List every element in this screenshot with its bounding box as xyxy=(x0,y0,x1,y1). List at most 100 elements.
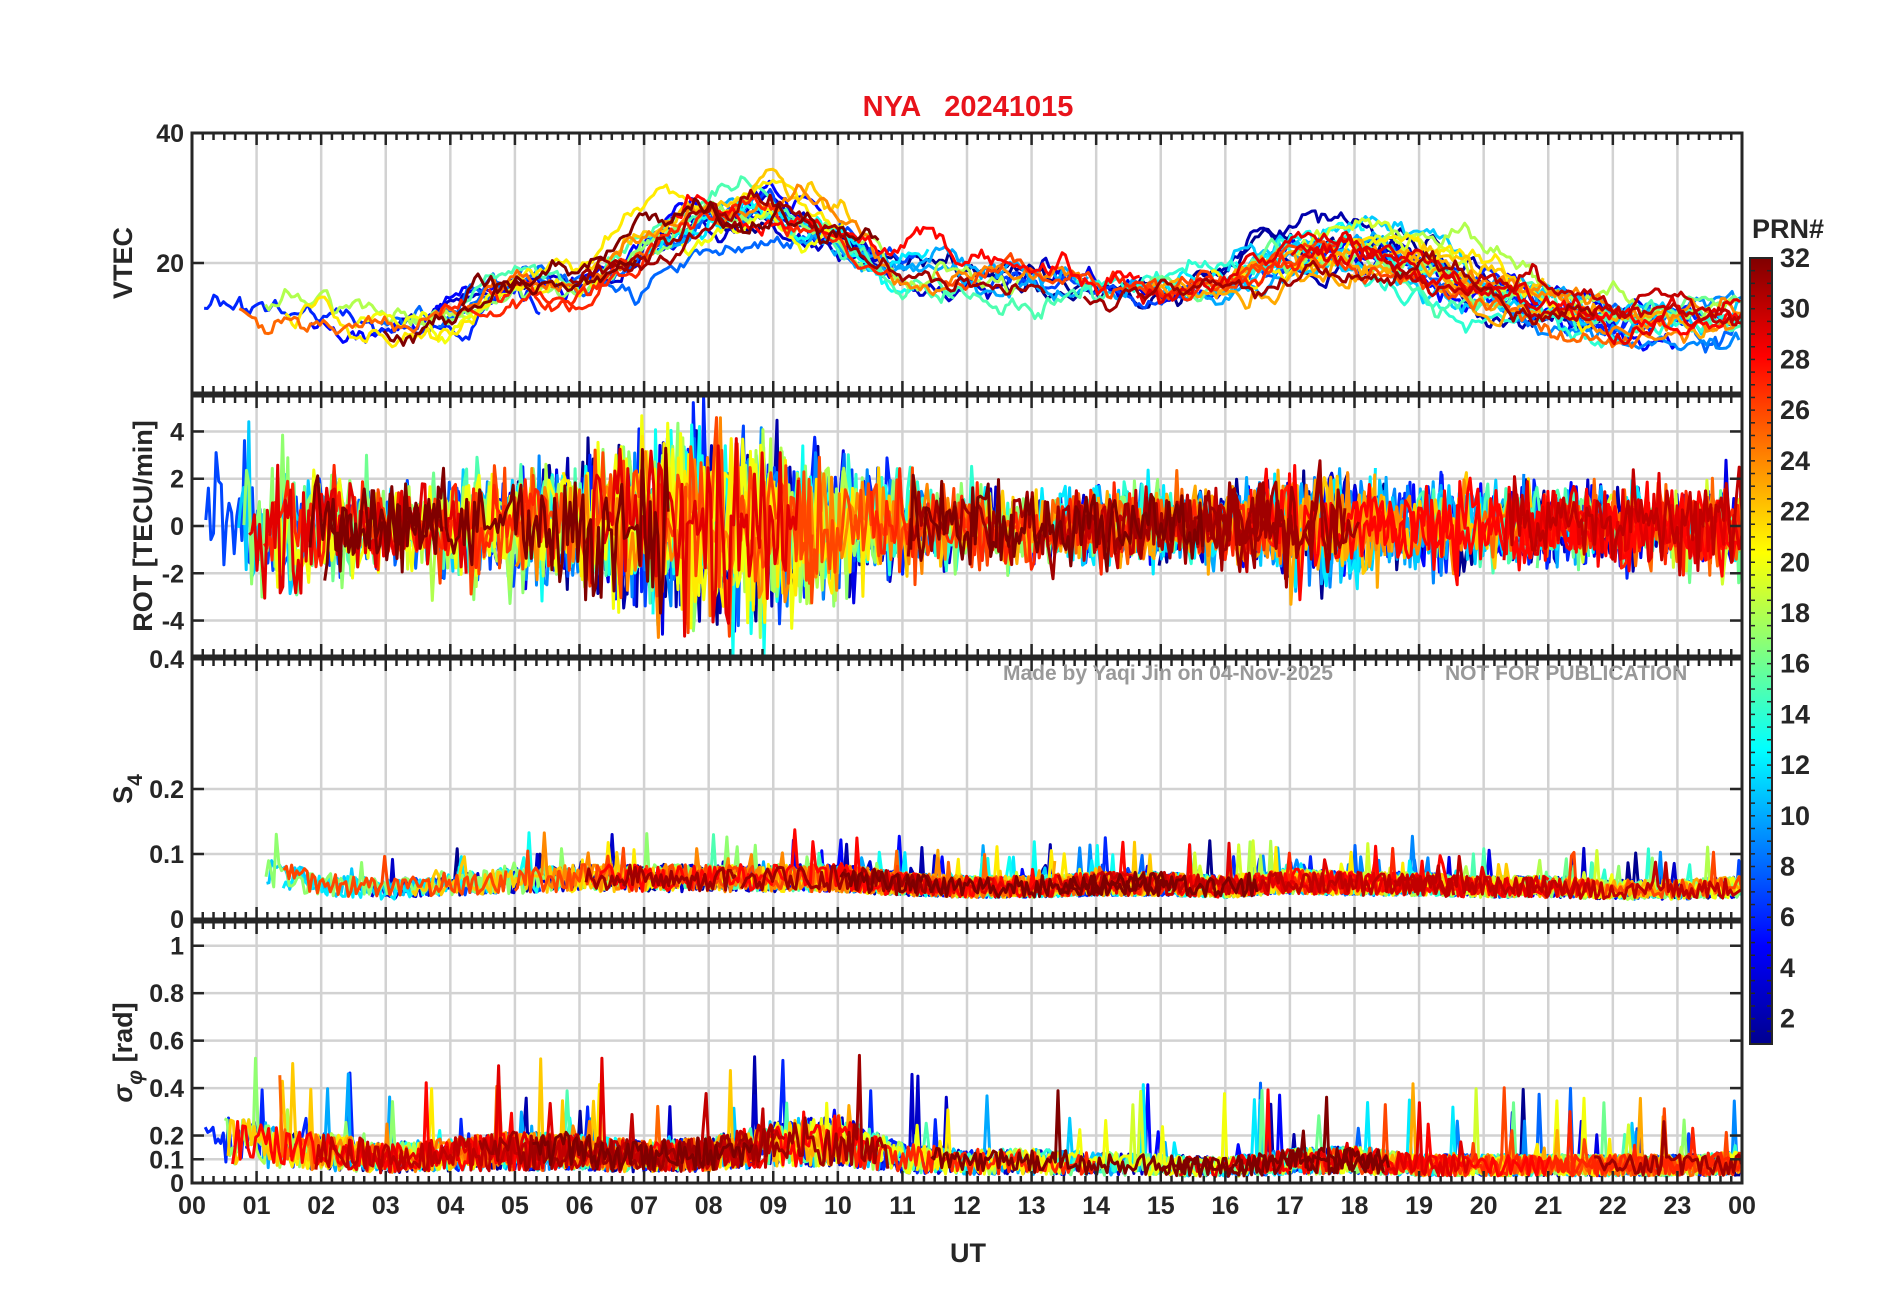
series-line-prn-29 xyxy=(1290,230,1741,346)
x-tick-label: 22 xyxy=(1599,1192,1627,1220)
x-tick-label: 10 xyxy=(824,1192,852,1220)
chart-title: NYA 20241015 xyxy=(863,91,1074,123)
y-tick-label: 0.8 xyxy=(149,980,184,1008)
series-line-prn-29 xyxy=(1502,471,1742,565)
x-tick-label: 14 xyxy=(1082,1192,1110,1220)
series-line-prn-31 xyxy=(584,863,737,893)
x-tick-label: 02 xyxy=(307,1192,335,1220)
y-tick-label: 0.2 xyxy=(149,776,184,804)
series-line-prn-30 xyxy=(1393,854,1742,901)
y-axis-label-main: S xyxy=(108,786,138,804)
series-traces xyxy=(204,396,1742,656)
x-ticks xyxy=(190,133,1744,393)
series-line-prn-29 xyxy=(1301,244,1539,306)
colorbar-tick-label: 2 xyxy=(1780,1004,1795,1034)
y-axis-label-s4: S4 xyxy=(108,774,147,804)
x-ticks xyxy=(190,922,1744,1183)
colorbar-tick-label: 22 xyxy=(1780,497,1810,527)
series-line-prn-29 xyxy=(585,437,800,638)
series-line-prn-30 xyxy=(1507,465,1742,577)
colorbar-tick-label: 28 xyxy=(1780,344,1810,374)
x-tick-label: 12 xyxy=(953,1192,981,1220)
series-line-prn-21 xyxy=(510,178,846,290)
colorbar-tick-label: 30 xyxy=(1780,294,1810,324)
x-ticks xyxy=(190,396,1744,656)
series-traces xyxy=(204,167,1742,354)
x-tick-label: 16 xyxy=(1211,1192,1239,1220)
y-tick-label: 0.1 xyxy=(149,841,184,869)
x-tick-label: 20 xyxy=(1470,1192,1498,1220)
colorbar-tick-label: 24 xyxy=(1780,446,1810,476)
x-tick-label: 07 xyxy=(630,1192,658,1220)
y-axis-label-main: σ xyxy=(108,1084,138,1103)
y-tick-label: 0.1 xyxy=(149,1146,184,1174)
colorbar-tick-label: 14 xyxy=(1780,699,1810,729)
series-line-prn-30 xyxy=(1382,258,1741,327)
series-line-prn-25 xyxy=(1443,282,1645,349)
series-line-prn-8 xyxy=(438,230,859,329)
y-tick-label: 0 xyxy=(170,513,184,541)
y-tick-label: 40 xyxy=(156,120,184,148)
series-line-prn-22 xyxy=(584,167,857,271)
y-axis-label-vtec: VTEC xyxy=(108,227,138,299)
colorbar-tick-label: 8 xyxy=(1780,852,1795,882)
series-line-prn-18 xyxy=(264,288,490,327)
x-tick-label: 17 xyxy=(1276,1192,1304,1220)
series-line-prn-31 xyxy=(1593,1120,1742,1177)
colorbar-tick-label: 12 xyxy=(1780,750,1810,780)
series-line-prn-32 xyxy=(382,259,638,347)
colorbar-tick-label: 18 xyxy=(1780,598,1810,628)
series-line-prn-31 xyxy=(568,188,1046,296)
x-tick-label: 08 xyxy=(695,1192,723,1220)
y-tick-label: 4 xyxy=(170,418,184,446)
y-tick-label: 1 xyxy=(170,933,184,961)
x-tick-label: 18 xyxy=(1341,1192,1369,1220)
x-tick-label: 23 xyxy=(1664,1192,1692,1220)
series-line-prn-31 xyxy=(1082,250,1595,326)
series-line-prn-26 xyxy=(282,854,508,898)
x-tick-labels: 00 01 02 03 04 05 06 07 08 09 10 11 12 13 14 15 16 17 18 19… xyxy=(178,1192,1756,1220)
x-tick-label: 06 xyxy=(566,1192,594,1220)
series-line-prn-29 xyxy=(248,463,468,600)
y-tick-label: 0 xyxy=(170,906,184,934)
y-tick-label: -2 xyxy=(162,560,184,588)
series-line-prn-21 xyxy=(284,277,601,349)
series-line-prn-31 xyxy=(906,477,1347,581)
series-traces xyxy=(203,1053,1742,1178)
colorbar-tick-label: 26 xyxy=(1780,395,1810,425)
panel-s4: 0.4 0.2 0.1 0 S4 xyxy=(108,646,1744,934)
y-tick-label: 0 xyxy=(170,1170,184,1198)
x-tick-label: 13 xyxy=(1018,1192,1046,1220)
y-axis-label-subscript: 4 xyxy=(124,774,147,786)
x-tick-label: 09 xyxy=(759,1192,787,1220)
y-axis-label-subscript: φ xyxy=(124,1070,147,1085)
y-tick-label: 20 xyxy=(156,250,184,278)
series-line-prn-32 xyxy=(323,446,670,615)
watermark-credit: Made by Yaqi Jin on 04-Nov-2025 xyxy=(1003,662,1333,685)
x-axis-label: UT xyxy=(950,1238,986,1268)
colorbar-tick-label: 16 xyxy=(1780,649,1810,679)
y-tick-label: 2 xyxy=(170,466,184,494)
x-tick-label: 05 xyxy=(501,1192,529,1220)
x-tick-label: 15 xyxy=(1147,1192,1175,1220)
y-tick-label: 0.4 xyxy=(149,1075,184,1103)
x-tick-label: 01 xyxy=(243,1192,271,1220)
x-tick-label: 00 xyxy=(1728,1192,1756,1220)
y-axis-label-unit: [rad] xyxy=(108,1002,138,1070)
series-line-prn-32 xyxy=(532,1130,754,1173)
colorbar-title: PRN# xyxy=(1752,214,1824,244)
series-line-prn-32 xyxy=(460,197,880,307)
y-tick-label: 0.6 xyxy=(149,1028,184,1056)
y-axis-label-sigphi: σφ [rad] xyxy=(108,1002,147,1102)
series-line-prn-28 xyxy=(231,1074,542,1174)
series-line-prn-32 xyxy=(909,473,1205,573)
series-line-prn-15 xyxy=(930,277,1110,321)
x-tick-label: 21 xyxy=(1534,1192,1562,1220)
series-line-prn-28 xyxy=(667,193,1141,296)
x-tick-label: 11 xyxy=(889,1192,916,1220)
colorbar-tick-label: 10 xyxy=(1780,801,1810,831)
y-axis-label-rot: ROT [TECU/min] xyxy=(128,420,158,631)
colorbar-tick-label: 32 xyxy=(1780,243,1810,273)
